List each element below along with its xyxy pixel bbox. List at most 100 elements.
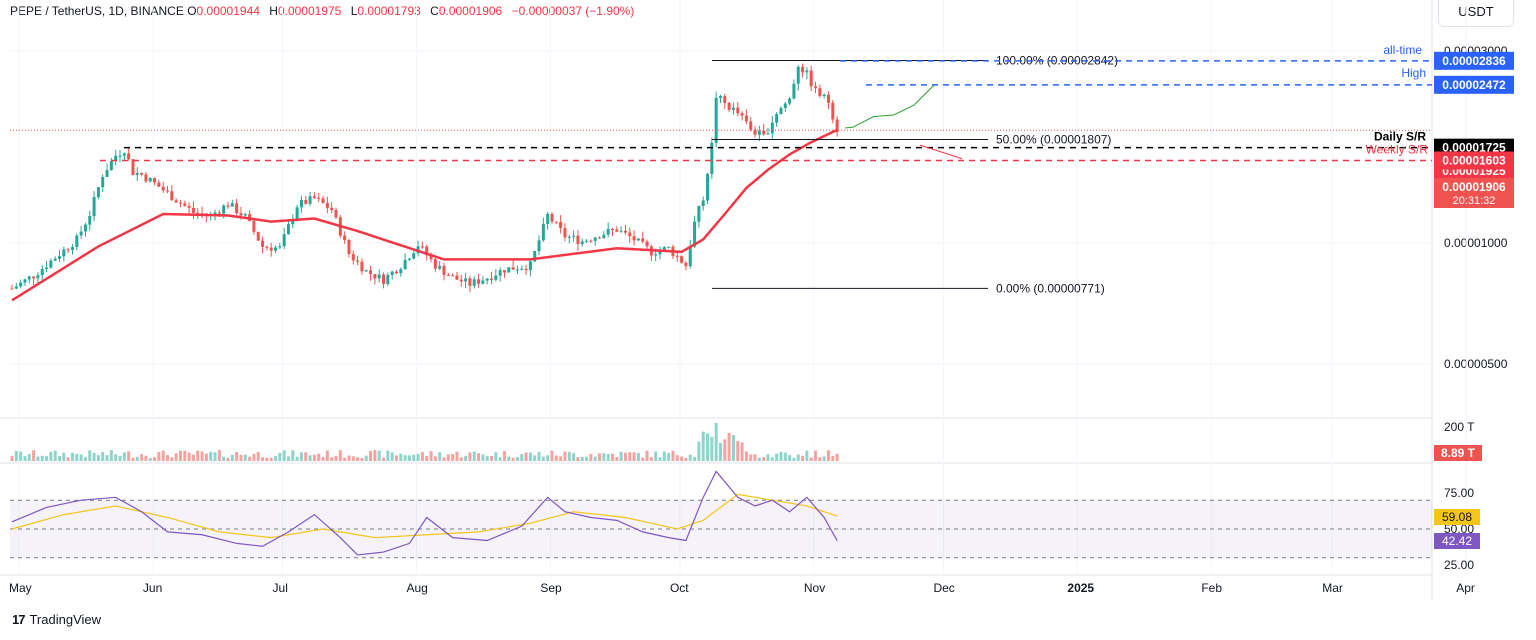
volume-bar [32,450,36,461]
volume-bar [53,450,57,461]
candle-body [740,113,744,116]
high-value: 0.00001975 [277,4,342,18]
candle-body [610,228,614,230]
candle-body [118,155,122,157]
volume-bar [407,455,411,461]
volume-bar [701,431,705,461]
candle-body [770,122,774,134]
candle-body [32,276,36,279]
volume-bar [632,452,636,461]
candle-body [684,262,688,267]
candle-body [10,288,14,290]
candle-body [27,276,31,280]
candle-body [494,275,498,280]
candle-body [615,229,619,232]
candle-body [749,121,753,130]
volume-bar [654,451,658,461]
candle-body [831,102,835,120]
volume-bar [148,457,152,461]
volume-bar [23,456,27,461]
currency-selector[interactable]: USDT [1438,0,1514,27]
volume-bar [386,450,390,461]
candle-body [485,278,489,281]
candle-body [433,259,437,269]
volume-bar [200,451,204,461]
price-badge-countdown: 20:31:32 [1453,195,1496,207]
candle-body [658,250,662,255]
volume-bar [114,454,118,461]
candle-body [550,213,554,222]
candle-body [178,202,182,204]
candle-body [559,221,563,229]
candle-body [524,268,528,271]
candle-body [766,133,770,135]
candle-body [822,94,826,97]
candle-body [623,230,627,233]
candle-body [282,234,286,247]
volume-bar [606,453,610,461]
candle-body [455,275,459,280]
volume-bar [261,457,265,461]
brand[interactable]: 17 TradingView [12,612,101,627]
volume-badge [1434,445,1482,461]
candle-body [394,271,398,274]
candle-body [140,172,144,175]
candle-body [736,107,740,114]
volume-bar [295,456,299,461]
candle-body [261,240,265,247]
candle-body [701,200,705,207]
volume-bar [753,454,757,461]
candle-body [58,256,62,259]
volume-bar [360,457,364,461]
candle-body [731,107,735,110]
volume-bar [153,457,157,461]
volume-bar [19,451,23,461]
candle-body [468,278,472,286]
volume-bar [433,456,437,461]
volume-bar [325,450,329,461]
volume-bar [286,456,290,461]
candle-body [472,279,476,286]
volume-axis-tick: 200 T [1444,420,1475,434]
volume-bar [835,453,839,461]
volume-bar [196,450,200,461]
price-badge-text: 0.00001906 [1442,180,1506,194]
volume-bar [10,456,14,461]
volume-bar [49,451,53,461]
price-axis-tick: 0.00001000 [1444,236,1508,250]
candle-body [122,153,126,156]
candle-body [369,270,373,275]
volume-bar [610,453,614,461]
candle-body [589,240,593,242]
volume-bar [442,457,446,461]
candle-body [459,279,463,282]
candle-body [364,270,368,272]
candle-body [572,235,576,237]
volume-bar [157,451,161,461]
volume-bar [213,452,217,461]
candle-body [222,205,226,214]
volume-bar [438,452,442,461]
volume-bar [66,457,70,461]
volume-bar [278,452,282,461]
volume-bar [429,451,433,461]
candle-body [438,265,442,269]
volume-bar [170,457,174,461]
candle-body [66,249,70,251]
volume-bar [736,440,740,461]
volume-bar [792,457,796,461]
candle-body [412,253,416,259]
volume-bar [697,441,701,461]
rsi-line [11,470,838,556]
candle-body [239,213,243,216]
candle-body [662,247,666,251]
candle-body [79,231,83,236]
candle-body [166,190,170,192]
volume-bar [567,451,571,461]
candle-body [753,129,757,135]
candle-body [265,246,269,248]
candle-body [757,130,761,135]
candle-body [286,224,290,235]
volume-bar [524,452,528,461]
